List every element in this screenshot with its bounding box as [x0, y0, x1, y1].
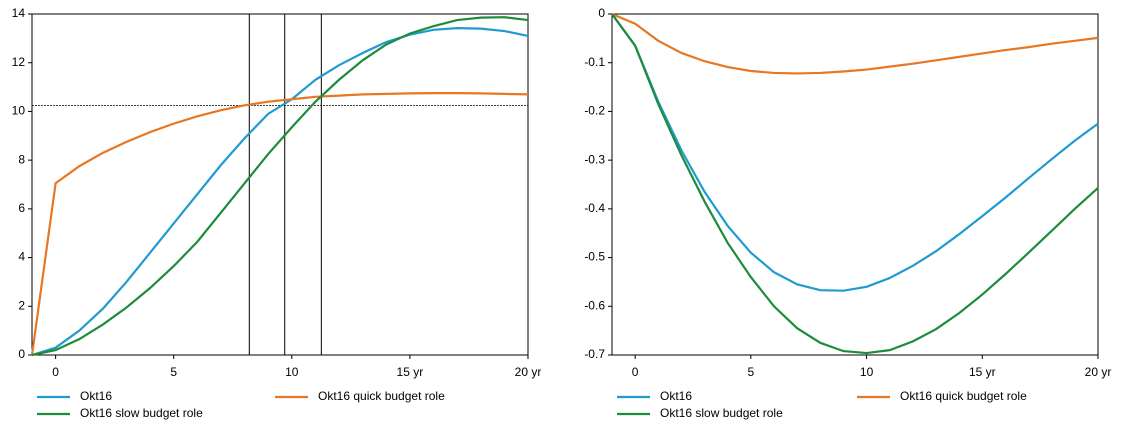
- legend-label: Okt16: [80, 389, 112, 403]
- y-tick-label: 10: [12, 104, 26, 118]
- x-tick-label: 15 yr: [969, 365, 996, 379]
- series-line: [611, 13, 1099, 292]
- series-line: [30, 92, 529, 356]
- y-tick-label: -0.4: [584, 201, 605, 215]
- y-tick-label: 12: [12, 55, 26, 69]
- y-tick-label: -0.7: [584, 347, 605, 361]
- plot-frame: [31, 13, 529, 356]
- y-tick-label: -0.6: [584, 298, 605, 312]
- y-tick-label: 8: [18, 152, 25, 166]
- y-tick-label: -0.5: [584, 250, 605, 264]
- x-tick-label: 15 yr: [397, 365, 424, 379]
- x-tick-label: 10: [285, 365, 299, 379]
- legend-label: Okt16 quick budget role: [318, 389, 445, 403]
- legend-label: Okt16 quick budget role: [900, 389, 1027, 403]
- legend-label: Okt16 slow budget role: [660, 406, 783, 420]
- y-tick-label: 6: [18, 201, 25, 215]
- plot-frame: [611, 13, 1099, 356]
- y-tick-label: -0.3: [584, 152, 605, 166]
- y-tick-label: 2: [18, 298, 25, 312]
- legend-label: Okt16: [660, 389, 692, 403]
- series-line: [31, 16, 529, 357]
- y-tick-label: -0.1: [584, 55, 605, 69]
- series-line: [611, 12, 1099, 75]
- y-tick-label: 4: [18, 250, 25, 264]
- x-tick-label: 10: [860, 365, 874, 379]
- series-line: [611, 13, 1099, 355]
- legend-label: Okt16 slow budget role: [80, 406, 203, 420]
- y-tick-label: 0: [18, 347, 25, 361]
- y-tick-label: 0: [598, 6, 605, 20]
- y-tick-label: 14: [12, 6, 26, 20]
- x-tick-label: 0: [52, 365, 59, 379]
- x-tick-label: 20 yr: [515, 365, 542, 379]
- y-tick-label: -0.2: [584, 104, 605, 118]
- x-tick-label: 5: [170, 365, 177, 379]
- x-tick-label: 20 yr: [1085, 365, 1112, 379]
- x-tick-label: 5: [748, 365, 755, 379]
- x-tick-label: 0: [632, 365, 639, 379]
- series-line: [31, 27, 529, 357]
